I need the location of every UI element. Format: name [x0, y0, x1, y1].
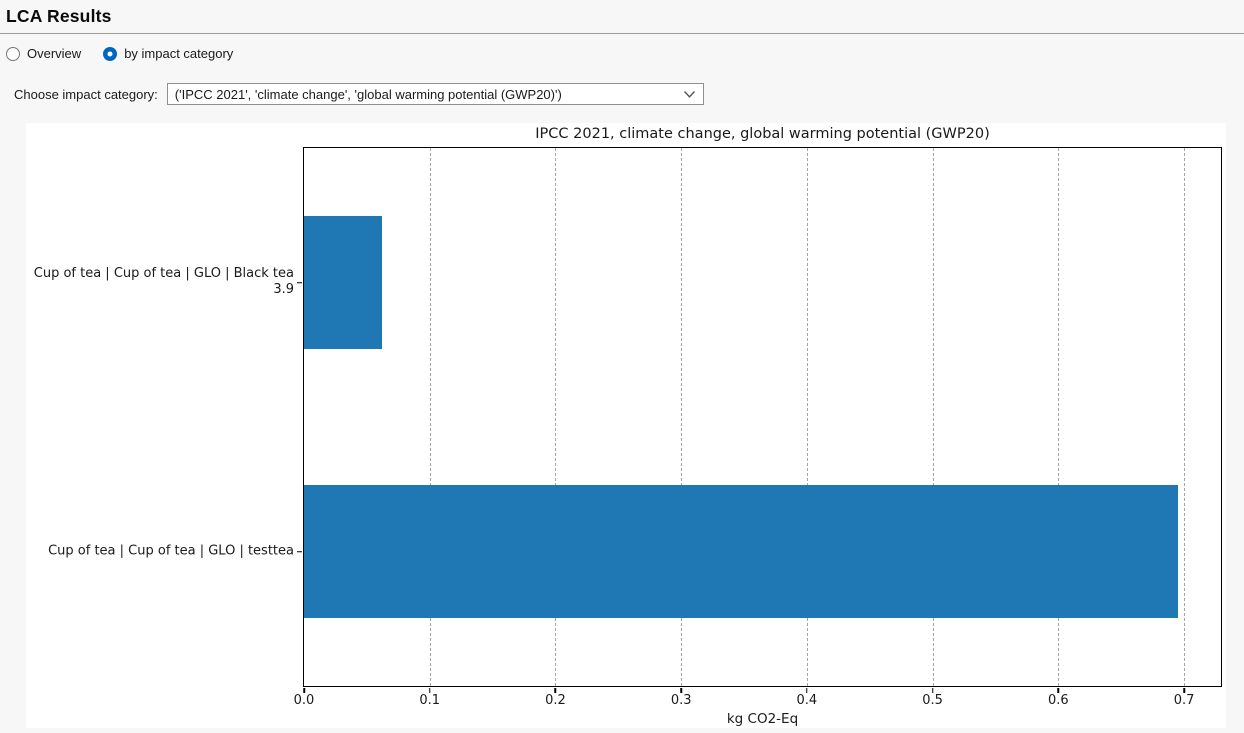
impact-category-select[interactable]: ('IPCC 2021', 'climate change', 'global …: [166, 83, 704, 105]
y-tick-label: Cup of tea | Cup of tea | GLO | Black te…: [33, 265, 294, 298]
page-title: LCA Results: [6, 6, 112, 26]
x-tick-mark: [1057, 688, 1060, 693]
y-tick-mark: [297, 281, 302, 284]
x-tick-label: 0.7: [1173, 693, 1195, 708]
gridline: [932, 148, 934, 686]
impact-category-selected-value: ('IPCC 2021', 'climate change', 'global …: [174, 86, 562, 102]
gridline: [681, 148, 683, 686]
radio-option-label: by impact category: [124, 46, 234, 61]
x-tick-mark: [428, 688, 431, 693]
x-tick-label: 0.5: [922, 693, 943, 708]
view-mode-radio-group: Overview by impact category: [6, 46, 233, 61]
x-tick-mark: [1183, 688, 1185, 693]
chart-title: IPCC 2021, climate change, global warmin…: [535, 126, 990, 142]
y-tick-label: Cup of tea | Cup of tea | GLO | testtea: [48, 543, 294, 559]
radio-checked-icon[interactable]: [103, 46, 118, 61]
x-tick-label: 0.2: [545, 693, 566, 708]
radio-unchecked-icon[interactable]: [6, 46, 20, 61]
lca-bar-chart-figure: IPCC 2021, climate change, global warmin…: [26, 123, 1226, 728]
app-header: LCA Results: [0, 0, 1244, 34]
x-tick-label: 0.1: [419, 693, 441, 708]
x-tick-label: 0.6: [1047, 693, 1069, 708]
impact-category-picker-row: Choose impact category: ('IPCC 2021', 'c…: [14, 83, 704, 105]
x-axis-label: kg CO2-Eq: [726, 711, 799, 727]
gridline: [1058, 148, 1060, 686]
x-tick-mark: [680, 688, 682, 693]
gridline: [806, 148, 808, 686]
bar: [304, 216, 382, 349]
gridline: [1184, 148, 1186, 686]
x-tick-label: 0.3: [670, 693, 692, 708]
bar: [304, 485, 1178, 618]
axes: Cup of tea | Cup of tea | GLO | Black te…: [34, 147, 1222, 708]
x-tick-mark: [806, 688, 808, 693]
gridline: [429, 148, 431, 686]
radio-option-overview[interactable]: Overview: [6, 46, 81, 61]
x-tick-mark: [554, 688, 557, 693]
x-tick-mark: [931, 688, 934, 693]
gridline: [555, 148, 557, 686]
y-tick-mark: [297, 550, 302, 553]
x-tick-mark: [303, 688, 305, 693]
x-tick-label: 0.4: [796, 693, 818, 708]
radio-option-by-impact-category[interactable]: by impact category: [103, 46, 233, 61]
chevron-down-icon: [683, 90, 695, 98]
radio-option-label: Overview: [27, 46, 82, 61]
impact-category-label: Choose impact category:: [14, 86, 158, 102]
x-tick-label: 0.0: [293, 693, 315, 708]
